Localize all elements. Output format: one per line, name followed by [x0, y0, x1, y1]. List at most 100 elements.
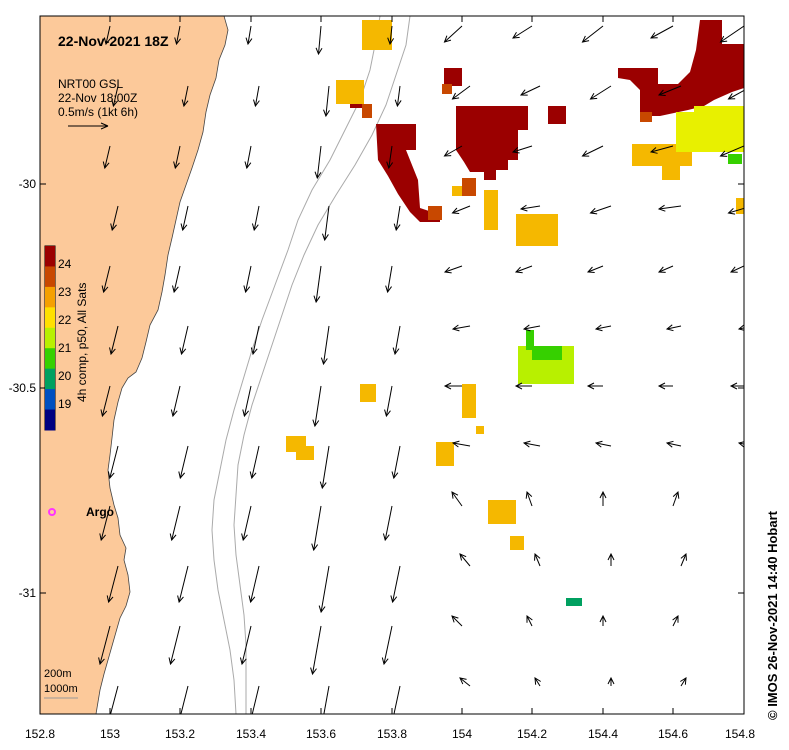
current-arrowhead — [522, 324, 531, 332]
current-arrow — [323, 325, 330, 365]
current-arrow — [526, 615, 533, 627]
current-arrow — [109, 445, 119, 479]
current-arrowhead — [106, 595, 114, 604]
current-arrowhead — [384, 409, 391, 418]
current-arrow — [590, 205, 612, 214]
current-arrowhead — [313, 295, 321, 304]
current-arrowhead — [451, 207, 460, 215]
current-arrow — [383, 625, 393, 665]
current-arrow — [110, 685, 119, 714]
current-arrowhead — [107, 471, 115, 480]
current-arrowhead — [589, 92, 598, 100]
current-arrow — [385, 385, 393, 417]
current-arrowhead — [394, 99, 402, 108]
current-arrow — [451, 491, 463, 507]
current-arrowhead — [242, 409, 250, 418]
current-arrowhead — [320, 357, 328, 366]
current-arrow — [312, 625, 322, 675]
current-arrow — [444, 145, 463, 157]
current-arrow — [452, 205, 471, 214]
current-arrow — [105, 25, 111, 45]
current-arrowhead — [168, 657, 176, 666]
x-tick-label: 154.6 — [658, 727, 688, 741]
current-arrowhead — [514, 382, 523, 390]
current-arrowhead — [519, 89, 528, 96]
current-arrowhead — [737, 441, 744, 448]
current-arrowhead — [393, 223, 401, 232]
current-arrow — [752, 678, 762, 686]
current-arrowhead — [251, 223, 259, 232]
current-arrowhead — [100, 409, 108, 418]
current-arrow — [243, 385, 252, 417]
current-arrowhead — [248, 719, 254, 726]
current-arrowhead — [111, 99, 119, 108]
colorbar-swatch — [45, 286, 55, 308]
current-arrowhead — [443, 35, 452, 43]
current-arrowhead — [451, 491, 459, 499]
current-arrowhead — [239, 657, 247, 666]
current-arrowhead — [244, 161, 252, 170]
current-arrowhead — [387, 37, 395, 46]
current-arrowhead — [680, 677, 687, 685]
current-arrowhead — [649, 147, 658, 154]
current-arrowhead — [581, 35, 590, 43]
y-tick-label: -30.5 — [9, 381, 37, 395]
current-arrowhead — [672, 490, 680, 499]
current-arrow — [241, 625, 252, 665]
colorbar-swatch — [45, 409, 55, 431]
current-arrow — [650, 145, 674, 153]
contour-1000m — [233, 16, 411, 714]
current-arrowhead — [514, 266, 523, 274]
current-arrow — [392, 565, 401, 603]
x-tick-label: 154 — [452, 727, 472, 741]
current-arrow — [728, 207, 744, 214]
current-arrow — [245, 265, 252, 293]
current-arrowhead — [599, 490, 607, 499]
current-arrowhead — [249, 471, 257, 480]
current-arrow — [720, 25, 744, 43]
current-arrow — [534, 553, 541, 567]
current-arrow — [393, 685, 401, 714]
current-arrow — [170, 625, 181, 665]
current-arrowhead — [657, 382, 666, 390]
current-arrow — [182, 205, 189, 231]
current-arrow — [587, 265, 604, 273]
argo-marker[interactable] — [48, 508, 56, 516]
current-arrowhead — [174, 37, 181, 46]
colorbar-tick: 20 — [58, 369, 72, 383]
current-arrow — [523, 442, 541, 447]
current-arrow — [523, 325, 541, 330]
scale-label: 0.5m/s (1kt 6h) — [58, 105, 138, 119]
current-arrow — [315, 265, 322, 303]
current-arrow — [672, 491, 679, 507]
current-arrowhead — [99, 533, 106, 542]
current-arrow — [520, 85, 541, 96]
current-arrow — [180, 685, 189, 714]
current-arrow — [666, 325, 682, 330]
current-arrowhead — [451, 324, 460, 332]
sst-cool-patches — [518, 154, 742, 606]
current-arrowhead — [665, 440, 674, 448]
contour-200m — [211, 16, 381, 714]
current-arrowhead — [727, 93, 736, 100]
current-arrow — [253, 205, 260, 231]
current-arrowhead — [101, 285, 109, 294]
x-tick-label: 154.4 — [588, 727, 618, 741]
current-arrow — [595, 442, 612, 447]
current-arrow — [658, 205, 682, 210]
current-arrow — [108, 565, 119, 603]
current-arrow — [101, 385, 111, 417]
x-tick-label: 153.6 — [306, 727, 336, 741]
scale-arrow — [68, 122, 109, 130]
colorbar-tick: 24 — [58, 257, 72, 271]
current-arrow — [459, 677, 471, 687]
current-arrowhead — [386, 161, 394, 170]
current-arrowhead — [312, 419, 320, 428]
product-label: NRT00 GSL — [58, 77, 123, 91]
current-arrowhead — [391, 471, 399, 480]
current-arrowhead — [748, 616, 754, 622]
current-arrow — [316, 145, 322, 179]
current-arrow — [110, 325, 119, 355]
credit-text: © IMOS 26-Nov-2021 14:40 Hobart — [765, 510, 780, 720]
